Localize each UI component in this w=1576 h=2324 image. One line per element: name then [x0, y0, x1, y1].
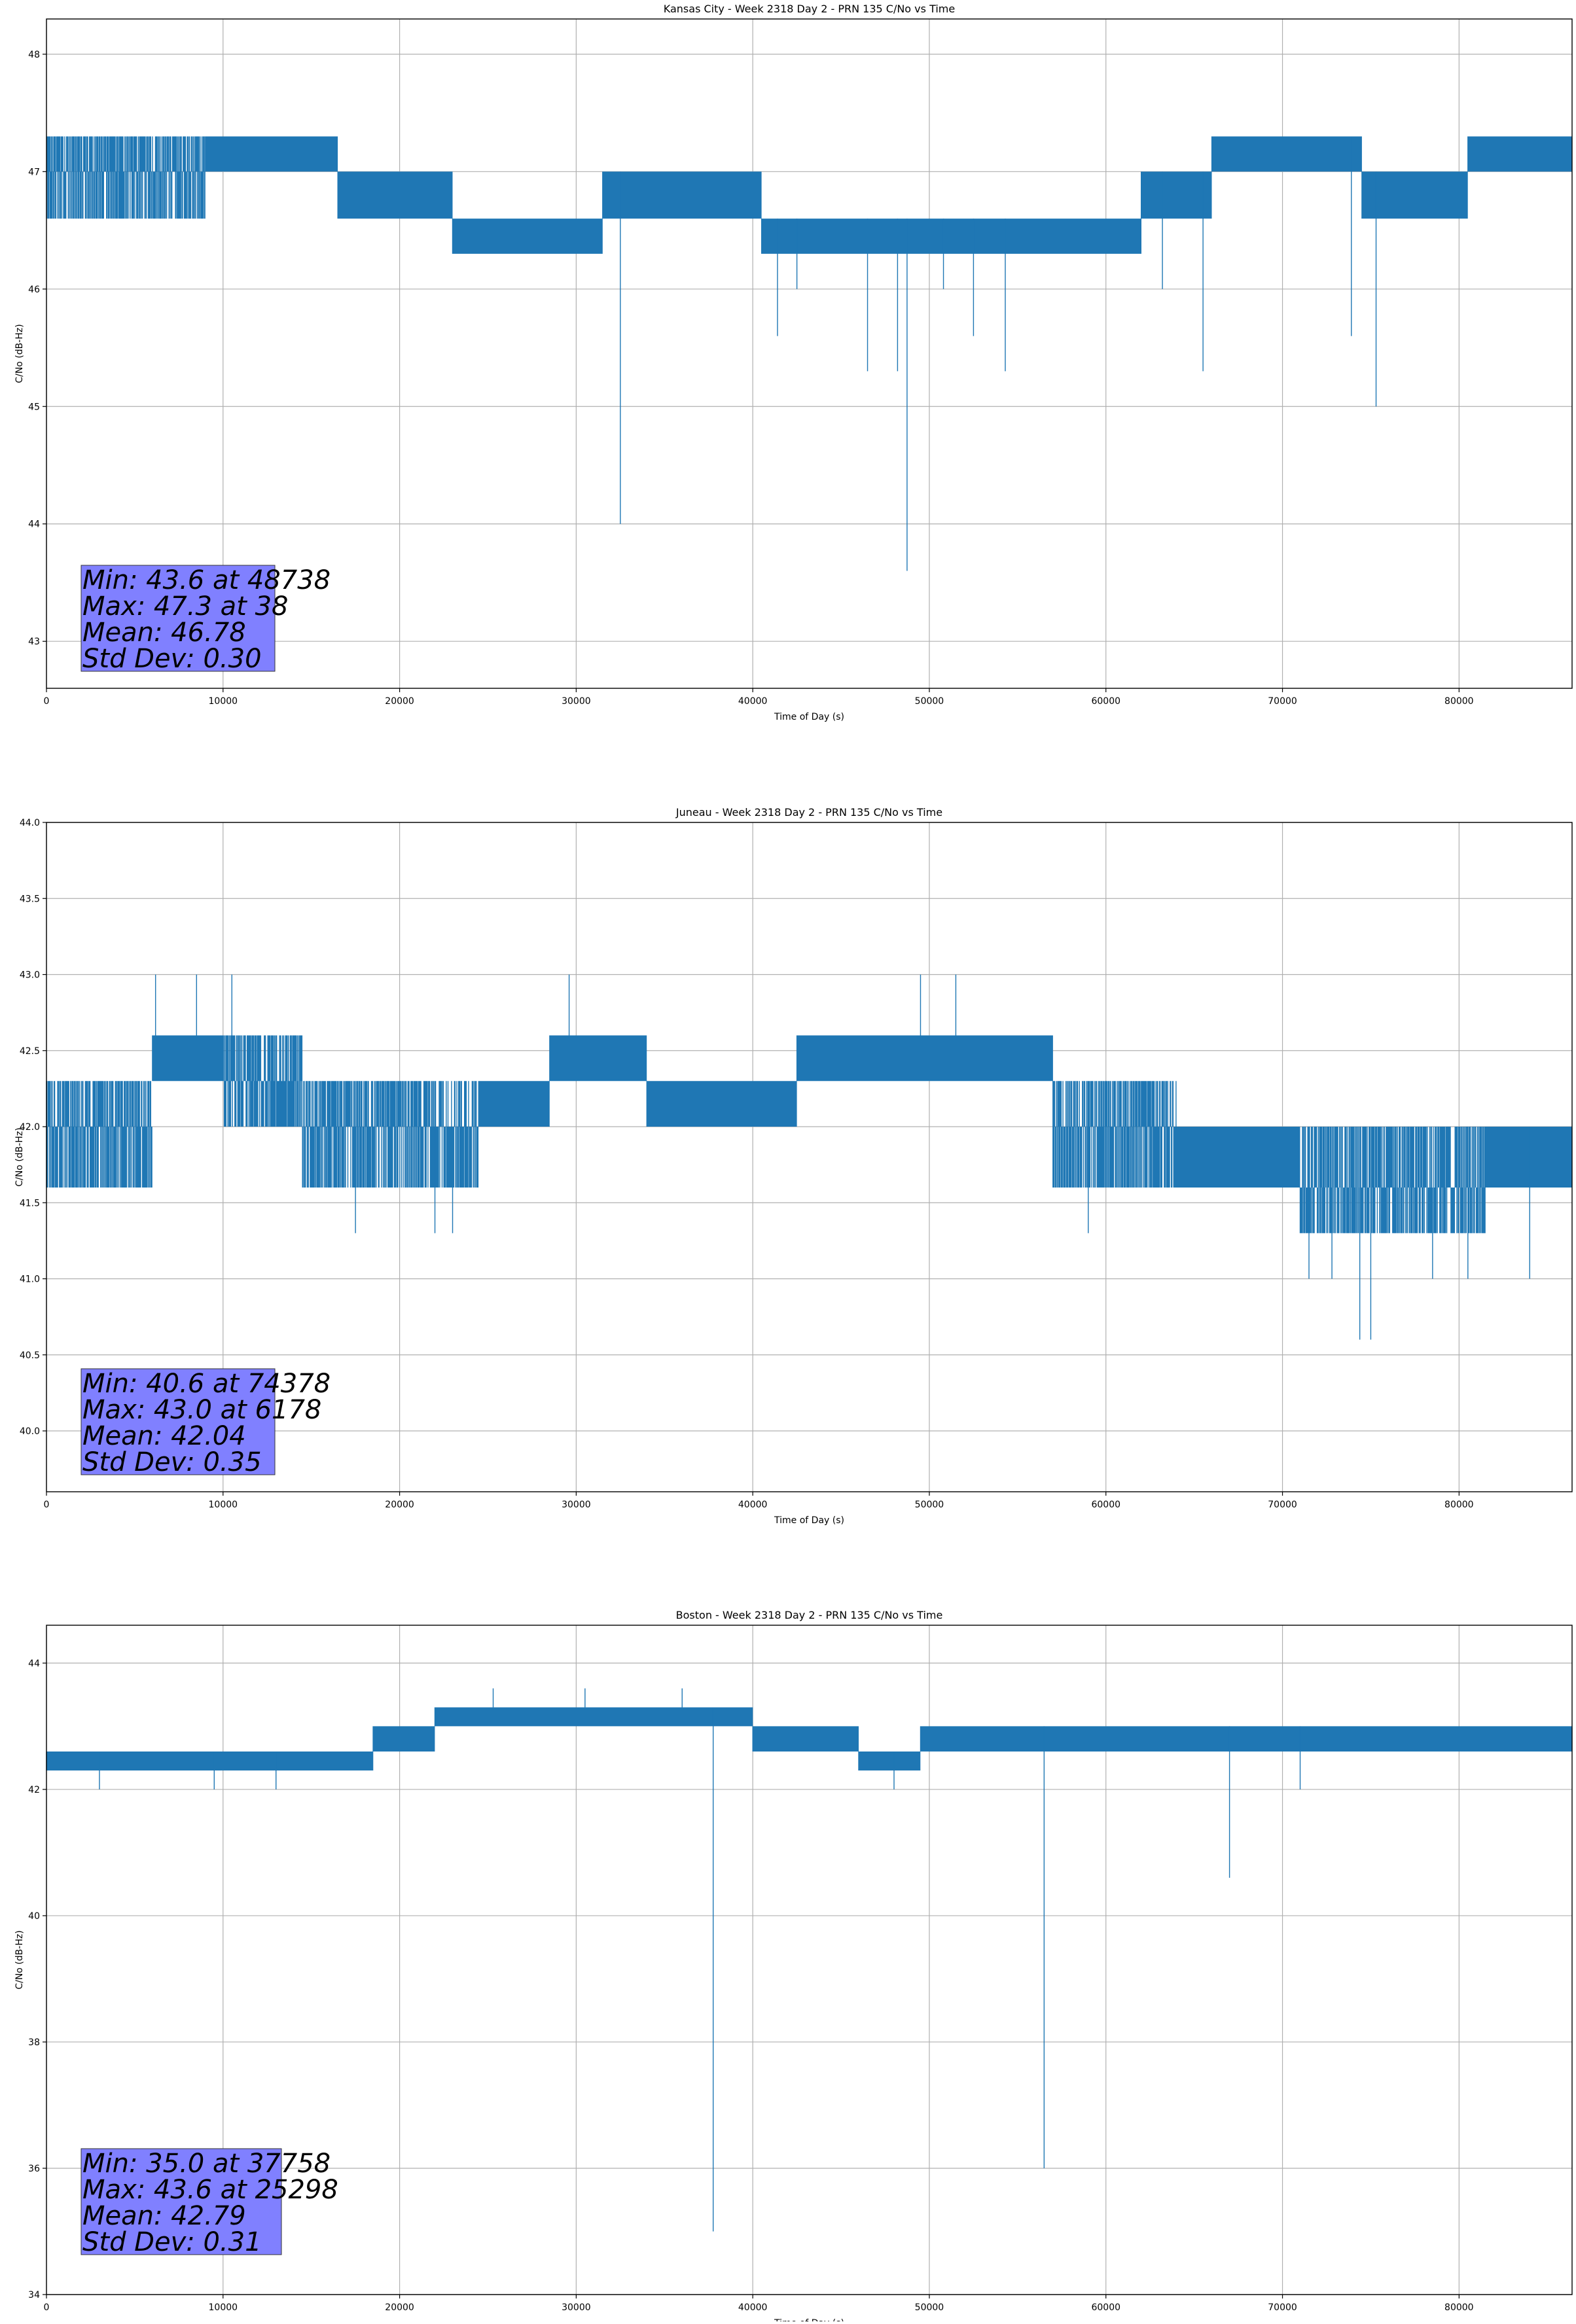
y-tick-label: 41.5 [20, 1198, 40, 1208]
x-tick-label: 40000 [738, 2302, 768, 2313]
y-tick-label: 46 [28, 285, 40, 295]
stats-mean: Mean: 42.04 [82, 1421, 246, 1451]
y-tick-label: 43.0 [20, 970, 40, 981]
y-tick-label: 40 [28, 1911, 40, 1922]
stats-max: Max: 47.3 at 38 [82, 591, 288, 622]
stats-std-dev: Std Dev: 0.30 [82, 644, 262, 674]
plot-frame [46, 822, 1573, 1492]
y-tick-label: 42.5 [20, 1046, 40, 1057]
x-tick-label: 50000 [915, 1500, 944, 1510]
y-tick-label: 42.0 [20, 1122, 40, 1133]
y-axis-label: C/No (dB-Hz) [14, 1127, 25, 1186]
x-tick-label: 80000 [1444, 696, 1474, 707]
y-tick-label: 42 [28, 1785, 40, 1795]
stats-min: Min: 43.6 at 48738 [82, 565, 331, 595]
y-axis-label: C/No (dB-Hz) [14, 1930, 25, 1989]
x-tick-label: 60000 [1091, 696, 1120, 707]
x-tick-label: 30000 [562, 2302, 591, 2313]
x-axis-label: Time of Day (s) [774, 712, 844, 722]
chart-panel-3: 0 10000 20000 30000 40000 50000 60000 70000 8000… [14, 1609, 1573, 2324]
y-tick-label: 40.5 [20, 1350, 40, 1361]
y-tick-label: 40.0 [20, 1426, 40, 1437]
stats-min: Min: 35.0 at 37758 [82, 2149, 331, 2179]
x-tick-label: 0 [44, 696, 50, 707]
chart-panel-2: 0 10000 20000 30000 40000 50000 60000 70000 8000… [14, 806, 1573, 1526]
x-tick-label: 10000 [209, 1500, 238, 1510]
x-tick-label: 0 [44, 1500, 50, 1510]
y-tick-label: 36 [28, 2164, 40, 2174]
y-tick-label: 44.0 [20, 818, 40, 828]
y-tick-label: 44 [28, 519, 40, 530]
x-tick-label: 20000 [385, 2302, 414, 2313]
x-tick-label: 70000 [1268, 2302, 1297, 2313]
y-tick-label: 43.5 [20, 894, 40, 904]
stats-std-dev: Std Dev: 0.35 [82, 1447, 262, 1477]
x-axis-label: Time of Day (s) [774, 2318, 844, 2321]
x-tick-label: 30000 [562, 1500, 591, 1510]
y-axis-label: C/No (dB-Hz) [14, 324, 25, 383]
plot-frame [46, 1625, 1573, 2295]
data-series-band [46, 136, 1572, 254]
stats-mean: Mean: 42.79 [82, 2201, 246, 2231]
y-tick-label: 45 [28, 402, 40, 412]
data-series-band [46, 1035, 1572, 1233]
x-tick-label: 80000 [1444, 2302, 1474, 2313]
x-tick-label: 60000 [1091, 1500, 1120, 1510]
data-series-band [46, 1707, 1573, 1770]
x-tick-label: 50000 [915, 2302, 944, 2313]
stats-box [81, 1368, 276, 1475]
x-tick-label: 10000 [209, 2302, 238, 2313]
stats-mean: Mean: 46.78 [82, 618, 246, 648]
plot-frame [46, 18, 1573, 689]
x-tick-label: 60000 [1091, 2302, 1120, 2313]
stats-max: Max: 43.6 at 25298 [82, 2175, 338, 2205]
x-tick-label: 30000 [562, 696, 591, 707]
y-tick-label: 48 [28, 50, 40, 60]
chart-title: Kansas City - Week 2318 Day 2 - PRN 135 … [664, 3, 955, 15]
y-tick-label: 34 [28, 2290, 40, 2300]
y-tick-label: 43 [28, 637, 40, 647]
y-tick-label: 44 [28, 1659, 40, 1669]
stats-min: Min: 40.6 at 74378 [82, 1369, 331, 1399]
x-tick-label: 20000 [385, 696, 414, 707]
stats-max: Max: 43.0 at 6178 [82, 1395, 321, 1425]
y-tick-label: 38 [28, 2037, 40, 2048]
x-tick-label: 40000 [738, 696, 768, 707]
chart-title: Juneau - Week 2318 Day 2 - PRN 135 C/No … [675, 806, 942, 819]
x-tick-label: 70000 [1268, 1500, 1297, 1510]
x-tick-label: 10000 [209, 696, 238, 707]
x-tick-label: 0 [44, 2302, 50, 2313]
chart-title: Boston - Week 2318 Day 2 - PRN 135 C/No … [676, 1609, 943, 1621]
stats-box [81, 2148, 282, 2255]
stats-std-dev: Std Dev: 0.31 [82, 2227, 262, 2257]
x-tick-label: 70000 [1268, 696, 1297, 707]
y-tick-label: 47 [28, 167, 40, 177]
stats-box [81, 565, 276, 672]
x-tick-label: 50000 [915, 696, 944, 707]
x-axis-label: Time of Day (s) [774, 1515, 844, 1526]
x-tick-label: 20000 [385, 1500, 414, 1510]
x-tick-label: 40000 [738, 1500, 768, 1510]
x-tick-label: 80000 [1444, 1500, 1474, 1510]
y-tick-label: 41.0 [20, 1275, 40, 1285]
chart-panel-1: 0 10000 20000 30000 40000 50000 60000 70000 8000… [14, 3, 1573, 722]
